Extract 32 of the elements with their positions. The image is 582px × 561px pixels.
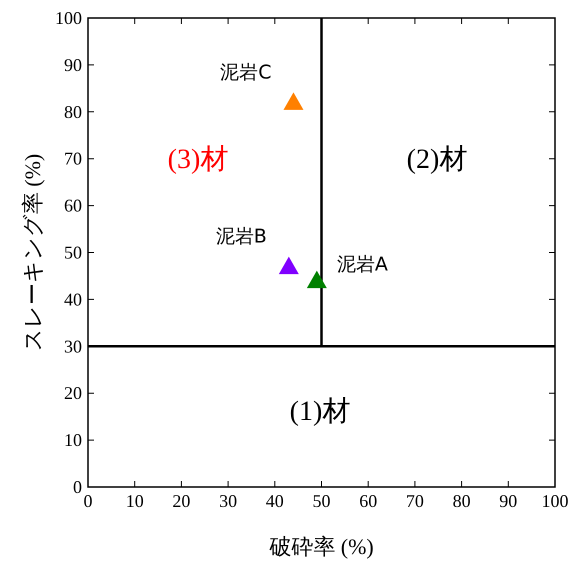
- y-tick-label: 80: [64, 102, 82, 122]
- x-tick-label: 10: [126, 491, 144, 511]
- point: [278, 256, 299, 274]
- point: [283, 92, 304, 110]
- point: [306, 270, 327, 288]
- y-tick-label: 60: [64, 196, 82, 216]
- x-tick-label: 60: [359, 491, 378, 511]
- annotation: (2)材: [406, 144, 468, 175]
- series-label: 泥岩A: [336, 254, 388, 276]
- x-tick-label: 30: [219, 491, 238, 511]
- annotation: (3)材: [168, 144, 228, 175]
- y-tick-label: 50: [64, 242, 82, 262]
- y-tick-label: 90: [64, 54, 82, 75]
- y-tick-label: 30: [64, 336, 82, 356]
- x-tick-label: 70: [406, 491, 424, 511]
- y-tick-label: 40: [64, 289, 82, 310]
- annotation: (1)材: [290, 396, 350, 427]
- y-tick-label: 70: [64, 148, 82, 169]
- x-tick-label: 20: [172, 491, 190, 511]
- x-tick-label: 90: [499, 491, 518, 511]
- x-tick-label: 100: [542, 491, 568, 511]
- x-tick-label: 50: [312, 491, 330, 511]
- series-label: 泥岩C: [220, 61, 272, 84]
- x-tick-label: 80: [452, 491, 471, 511]
- y-tick-label: 20: [64, 383, 82, 404]
- y-tick-label: 100: [55, 8, 82, 28]
- x-axis-title: 破砕率 (%): [268, 534, 374, 559]
- x-tick-label: 40: [266, 491, 284, 511]
- series-label: 泥岩B: [216, 226, 267, 248]
- y-axis-title: スレーキング率 (%): [20, 154, 45, 352]
- y-tick-label: 10: [64, 430, 82, 450]
- y-tick-label: 0: [73, 477, 82, 497]
